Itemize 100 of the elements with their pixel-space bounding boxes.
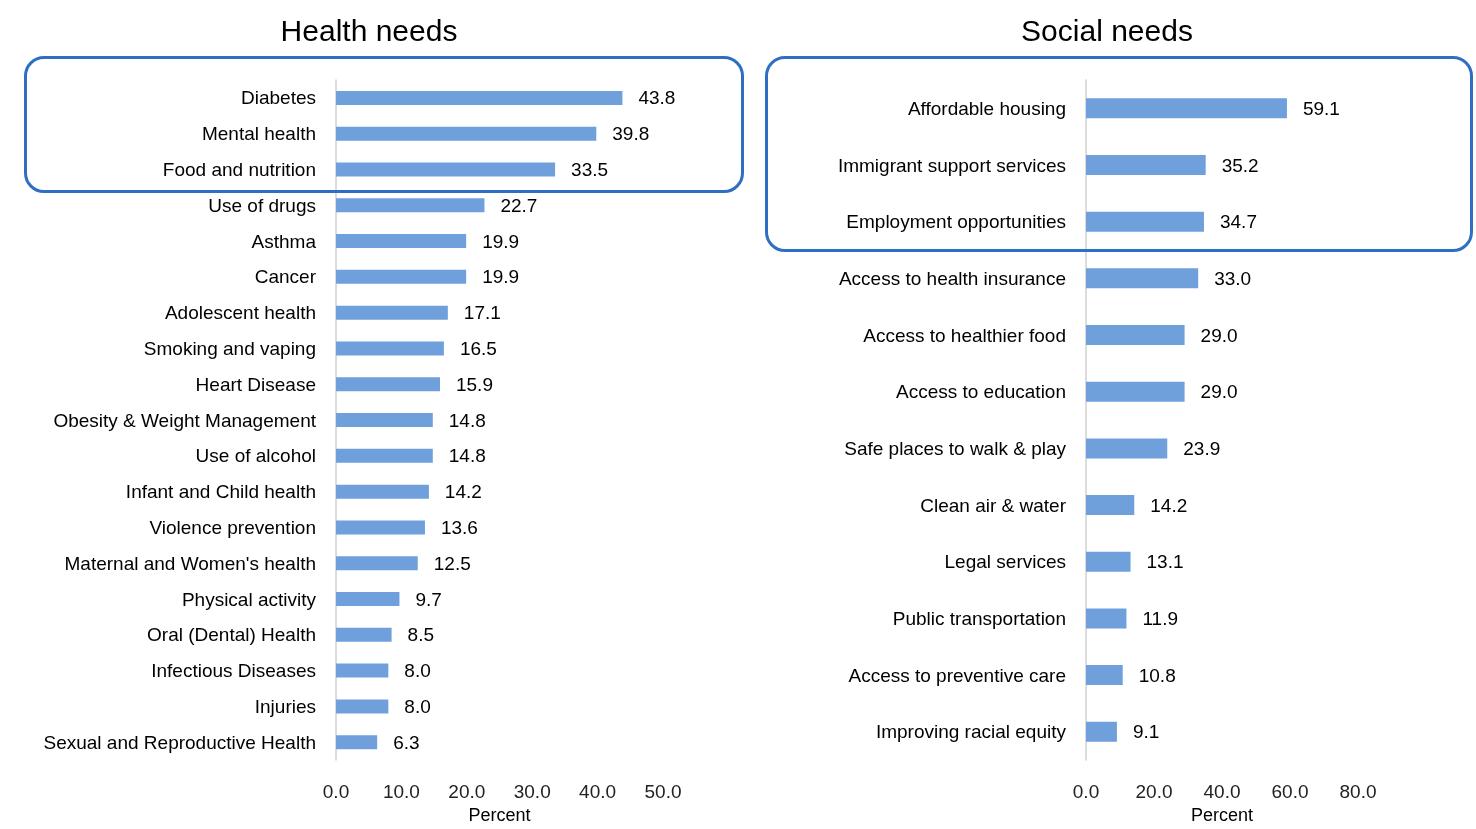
bar	[1086, 665, 1123, 686]
data-label: 35.2	[1221, 154, 1259, 176]
y-tick-label: Oral (Dental) Health	[147, 624, 316, 646]
bar	[336, 699, 389, 714]
data-label: 8.0	[404, 660, 431, 682]
bar	[1086, 721, 1117, 742]
bar	[336, 627, 392, 642]
data-label: 29.0	[1200, 324, 1238, 346]
y-tick-label: Obesity & Weight Management	[53, 409, 317, 431]
data-label: 11.9	[1142, 607, 1179, 629]
y-tick-label: Access to education	[895, 381, 1066, 403]
bar	[336, 305, 448, 320]
bar	[336, 126, 597, 141]
chart-title: Health needs	[280, 13, 458, 47]
data-label: 9.1	[1132, 721, 1160, 743]
data-label: 23.9	[1183, 437, 1221, 459]
data-label: 19.9	[482, 266, 520, 288]
data-label: 34.7	[1219, 211, 1257, 233]
y-tick-label: Diabetes	[241, 87, 316, 109]
y-tick-label: Food and nutrition	[162, 158, 316, 180]
bar	[336, 90, 623, 105]
data-label: 59.1	[1302, 97, 1340, 119]
x-tick-label: 40.0	[579, 781, 617, 803]
bar	[1086, 155, 1206, 176]
bar	[336, 663, 389, 678]
data-label: 14.8	[448, 409, 486, 431]
y-tick-label: Physical activity	[181, 588, 317, 610]
x-tick-label: 60.0	[1271, 781, 1309, 803]
data-label: 13.6	[440, 516, 478, 538]
data-label: 16.5	[459, 337, 497, 359]
bar	[1086, 438, 1168, 459]
bar	[336, 198, 485, 213]
data-label: 14.8	[448, 445, 486, 467]
data-label: 14.2	[1150, 494, 1188, 516]
bar	[336, 556, 418, 571]
data-label: 13.1	[1146, 551, 1184, 573]
y-tick-label: Safe places to walk & play	[844, 437, 1067, 459]
y-tick-label: Public transportation	[892, 607, 1066, 629]
y-tick-label: Mental health	[201, 123, 316, 145]
y-tick-label: Immigrant support services	[837, 154, 1066, 176]
bar	[336, 234, 467, 249]
bar	[336, 592, 400, 607]
data-label: 17.1	[463, 302, 501, 324]
x-tick-label: 50.0	[644, 781, 682, 803]
bar	[1086, 381, 1185, 402]
data-label: 43.8	[638, 87, 676, 109]
chart-title: Social needs	[1021, 13, 1193, 47]
y-tick-label: Access to healthier food	[863, 324, 1066, 346]
bar	[1086, 551, 1131, 572]
y-tick-label: Adolescent health	[164, 302, 316, 324]
y-tick-label: Cancer	[254, 266, 317, 288]
bar	[336, 341, 444, 356]
y-tick-label: Violence prevention	[149, 516, 316, 538]
data-label: 8.0	[404, 695, 431, 717]
y-tick-label: Asthma	[251, 230, 317, 252]
data-label: 22.7	[500, 194, 538, 216]
bar	[336, 377, 440, 392]
x-tick-label: 20.0	[448, 781, 486, 803]
bar	[336, 484, 429, 499]
data-label: 33.5	[571, 158, 609, 180]
y-tick-label: Injuries	[254, 695, 316, 717]
data-label: 39.8	[612, 123, 650, 145]
x-axis-title: Percent	[1190, 805, 1254, 825]
bar	[336, 162, 556, 177]
x-tick-label: 30.0	[513, 781, 551, 803]
x-axis-title: Percent	[468, 805, 531, 825]
bar	[336, 520, 425, 535]
y-tick-label: Heart Disease	[195, 373, 316, 395]
y-tick-label: Smoking and vaping	[143, 337, 316, 359]
data-label: 33.0	[1214, 267, 1252, 289]
data-label: 14.2	[444, 481, 482, 503]
bar	[336, 448, 433, 463]
data-label: 29.0	[1200, 381, 1238, 403]
data-label: 9.7	[415, 588, 442, 610]
bar	[336, 413, 433, 428]
bar	[1086, 211, 1204, 232]
data-label: 6.3	[393, 731, 420, 753]
bar	[336, 735, 378, 750]
data-label: 12.5	[433, 552, 471, 574]
y-tick-label: Infant and Child health	[125, 481, 316, 503]
bar	[1086, 608, 1127, 629]
data-label: 15.9	[455, 373, 493, 395]
y-tick-label: Sexual and Reproductive Health	[43, 731, 316, 753]
bar	[336, 269, 467, 284]
y-tick-label: Employment opportunities	[846, 211, 1066, 233]
y-tick-label: Clean air & water	[920, 494, 1067, 516]
data-label: 10.8	[1138, 664, 1176, 686]
y-tick-label: Use of drugs	[208, 194, 316, 216]
y-tick-label: Legal services	[944, 551, 1066, 573]
x-tick-label: 0.0	[1072, 781, 1100, 803]
bar	[1086, 98, 1287, 119]
data-label: 8.5	[407, 624, 435, 646]
y-tick-label: Infectious Diseases	[151, 660, 316, 682]
x-tick-label: 10.0	[382, 781, 420, 803]
y-tick-label: Maternal and Women's health	[64, 552, 316, 574]
bar	[1086, 268, 1199, 289]
bar	[1086, 325, 1185, 346]
x-tick-label: 80.0	[1339, 781, 1377, 803]
y-tick-label: Access to preventive care	[848, 664, 1066, 686]
x-tick-label: 40.0	[1203, 781, 1241, 803]
